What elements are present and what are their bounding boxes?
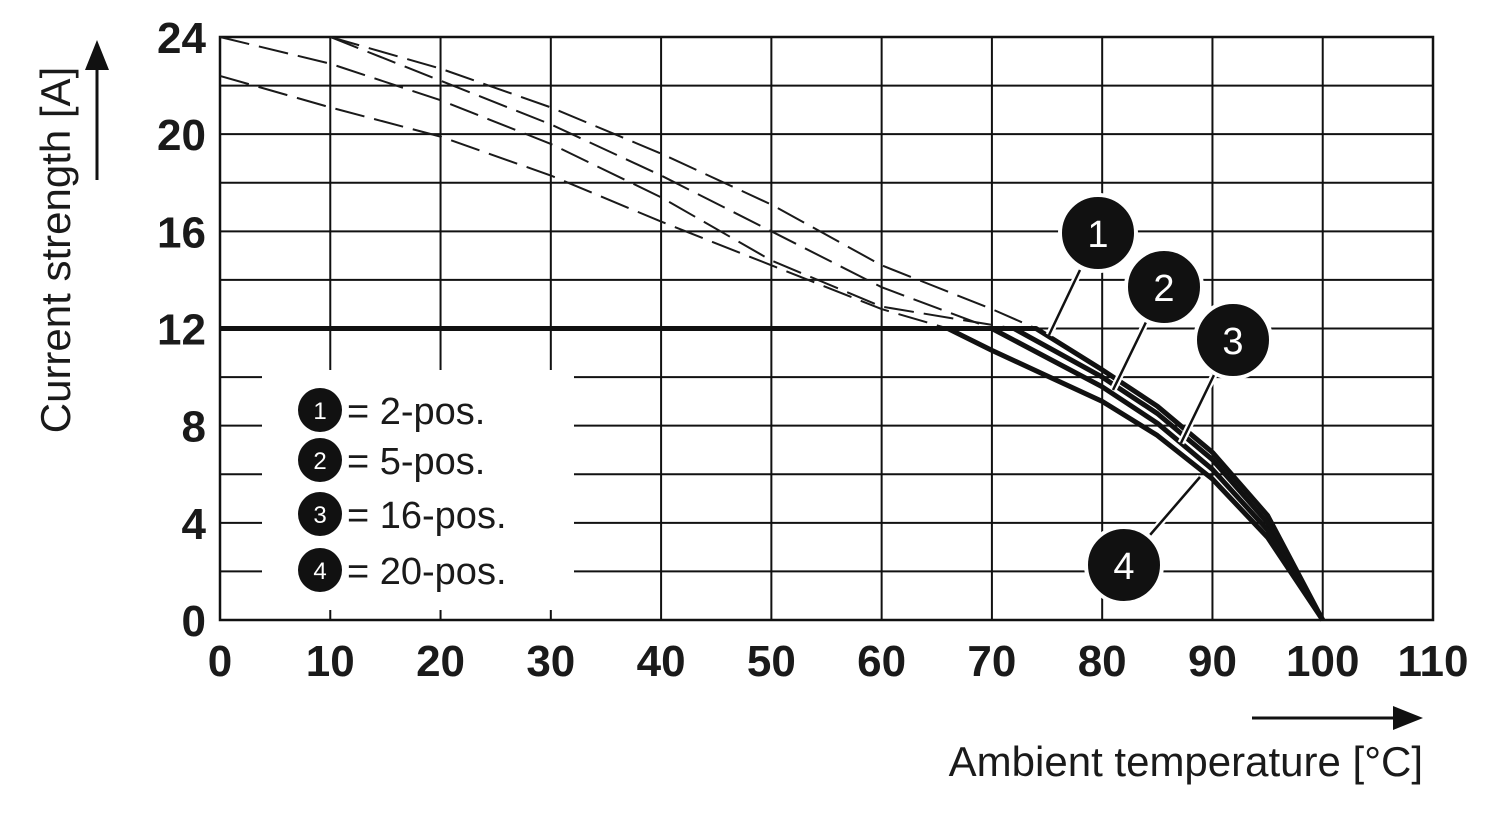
callout-leader-4 — [1149, 476, 1201, 536]
dashed-curves — [219, 36, 1037, 330]
legend-item-2: 2 = 5-pos. — [298, 438, 485, 483]
grid — [218, 35, 1435, 622]
y-tick-label: 24 — [157, 14, 206, 63]
callout-leader-2 — [1111, 319, 1149, 391]
callout-badge-4: 4 — [1084, 525, 1164, 605]
legend-label-4: = 20-pos. — [347, 551, 507, 593]
x-tick-label: 0 — [208, 637, 232, 686]
callout-badge-1-label: 1 — [1087, 214, 1108, 256]
y-tick-label: 20 — [157, 111, 206, 160]
legend-marker-4-label: 4 — [313, 558, 326, 585]
callout-badge-3-circle — [1193, 300, 1273, 380]
x-tick-label: 80 — [1078, 637, 1127, 686]
series-1-dashed-line — [330, 36, 1037, 330]
x-tick-label: 100 — [1286, 637, 1359, 686]
legend-marker-4 — [298, 548, 342, 592]
series-2-dashed-line — [219, 36, 1015, 330]
x-axis-title-group: Ambient temperature [°C] — [949, 706, 1423, 785]
x-tick-label: 70 — [967, 637, 1016, 686]
y-axis-arrow-head — [85, 40, 109, 70]
legend-item-3: 3 = 16-pos. — [298, 492, 507, 537]
callout-badge-3-label: 3 — [1222, 321, 1243, 363]
callout-badge-2: 2 — [1124, 247, 1204, 327]
legend-marker-1 — [298, 388, 342, 432]
callout-badge-1: 1 — [1058, 193, 1138, 273]
legend-label-1: = 2-pos. — [347, 391, 485, 433]
legend-marker-1-label: 1 — [313, 398, 326, 425]
y-tick-label: 0 — [182, 597, 206, 646]
series-3-line — [220, 326, 1325, 622]
x-tick-label: 60 — [857, 637, 906, 686]
callout-badge-4-label: 4 — [1113, 546, 1134, 588]
x-axis-title: Ambient temperature [°C] — [949, 738, 1423, 785]
y-tick-label: 4 — [182, 500, 207, 549]
callout-badges: 1 2 3 4 — [1058, 193, 1273, 605]
y-axis-title: Current strength [A] — [32, 67, 79, 434]
y-tick-label: 8 — [182, 403, 206, 452]
series-2-line — [220, 326, 1325, 622]
legend-marker-2-label: 2 — [313, 448, 326, 475]
callout-leader-3 — [1179, 374, 1216, 444]
legend-item-4: 4 = 20-pos. — [298, 548, 507, 593]
y-axis-title-group: Current strength [A] — [32, 40, 109, 433]
y-tick-label: 12 — [157, 306, 206, 355]
x-tick-label: 110 — [1398, 637, 1469, 686]
series-3-dashed-line — [329, 36, 993, 330]
legend-label-3: = 16-pos. — [347, 495, 507, 537]
legend-label-2: = 5-pos. — [347, 441, 485, 483]
callout-leaders — [1045, 268, 1218, 538]
x-tick-label: 50 — [747, 637, 796, 686]
x-tick-label: 10 — [306, 637, 355, 686]
callout-badge-4-circle — [1084, 525, 1164, 605]
callout-badge-1-circle — [1058, 193, 1138, 273]
x-tick-label: 20 — [416, 637, 465, 686]
solid-curves — [220, 326, 1325, 622]
callout-badge-2-label: 2 — [1153, 268, 1174, 310]
series-4-dashed-line — [219, 74, 949, 330]
x-tick-label: 30 — [526, 637, 575, 686]
legend-item-1: 1 = 2-pos. — [298, 388, 485, 433]
callout-leader-1 — [1047, 269, 1082, 336]
x-tick-label: 90 — [1188, 637, 1237, 686]
callout-badge-2-circle — [1124, 247, 1204, 327]
legend: 1 = 2-pos. 2 = 5-pos. 3 = 16-pos. 4 = 20… — [262, 370, 574, 610]
legend-marker-2 — [298, 438, 342, 482]
series-4-line — [220, 326, 1325, 622]
x-tick-label: 40 — [637, 637, 686, 686]
legend-marker-3 — [298, 492, 342, 536]
x-axis-arrow-head — [1393, 706, 1423, 730]
legend-marker-3-label: 3 — [313, 502, 326, 529]
callout-badge-3: 3 — [1193, 300, 1273, 380]
y-tick-label: 16 — [157, 208, 206, 257]
series-1-line — [220, 326, 1325, 622]
